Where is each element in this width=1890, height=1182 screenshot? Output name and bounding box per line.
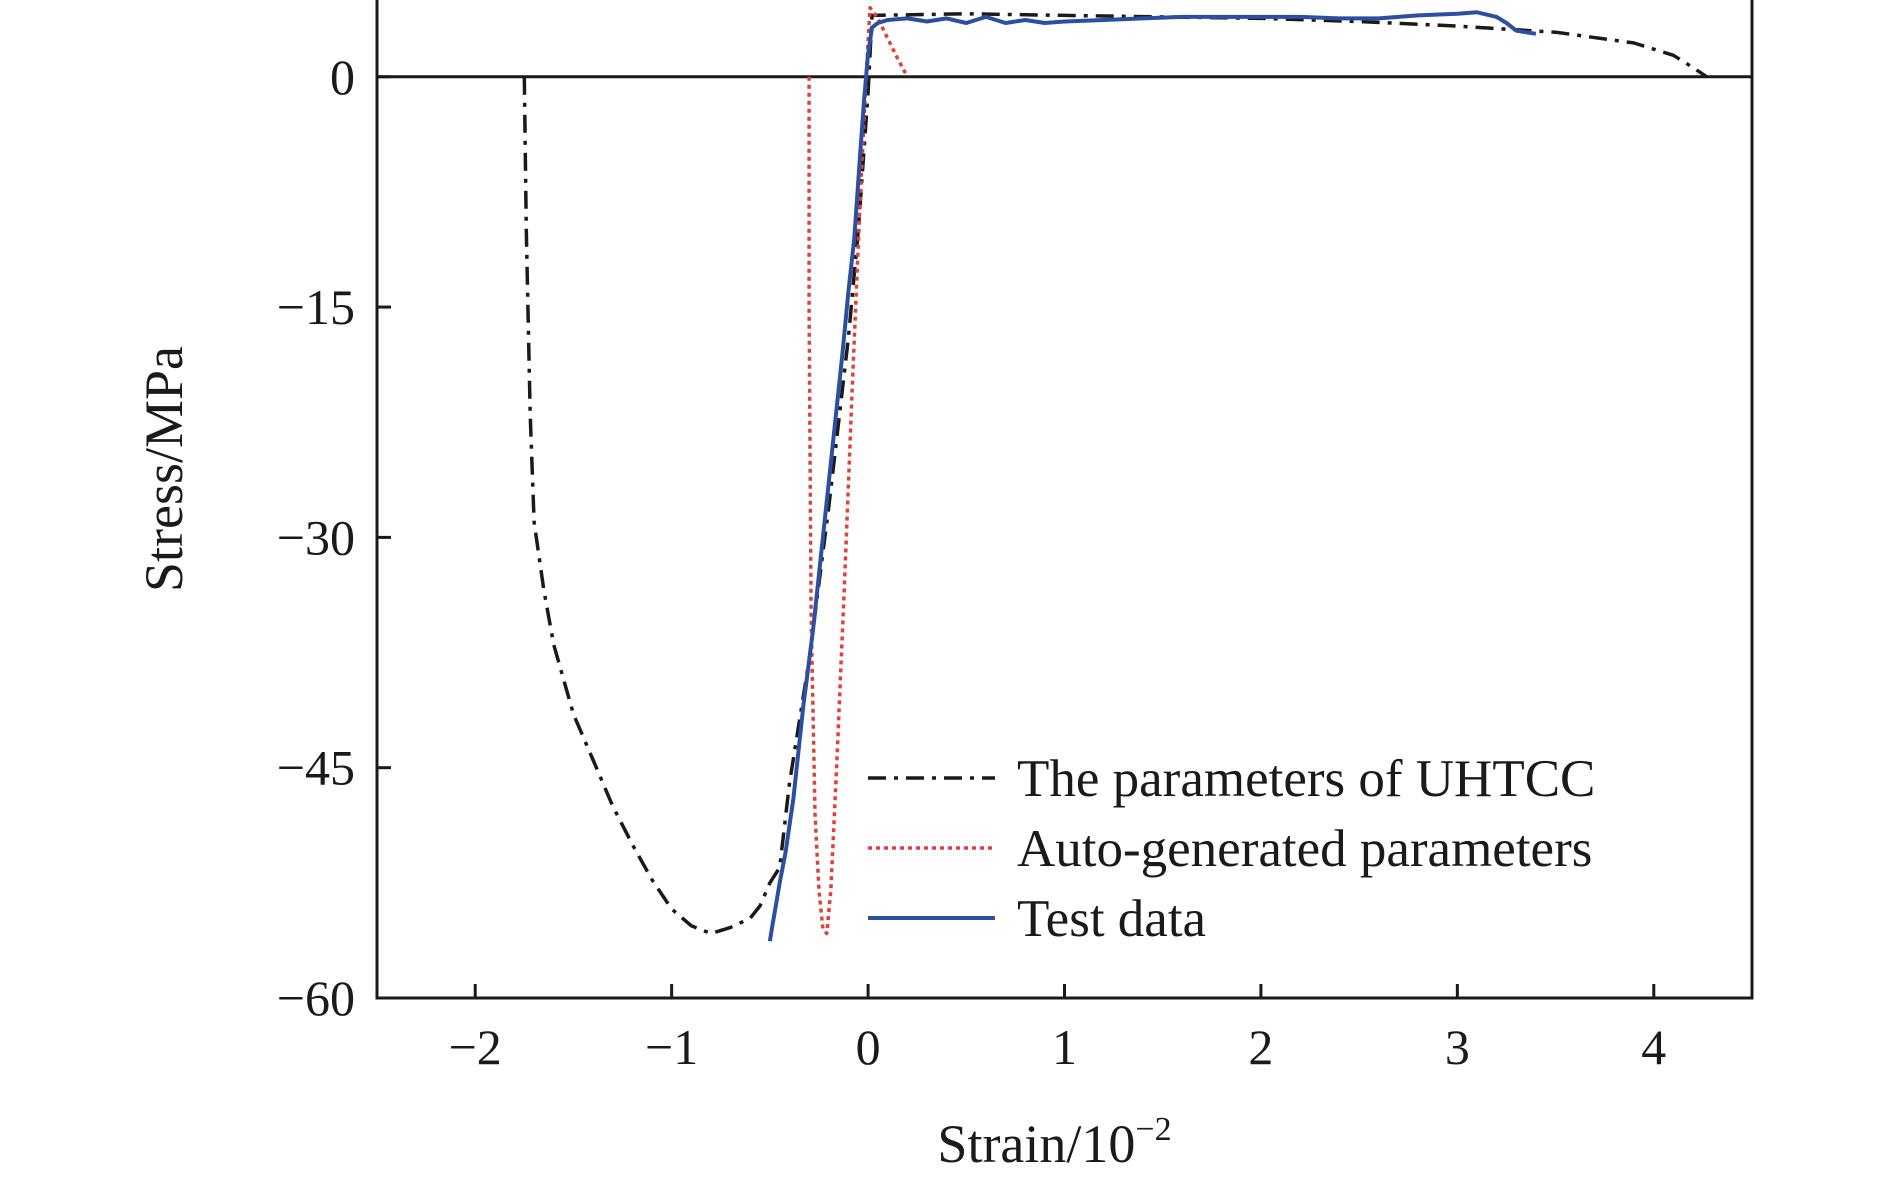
legend-label-1: The parameters of UHTCC bbox=[1017, 750, 1595, 808]
series-line-3 bbox=[767, 10, 1537, 942]
x-tick-label: 0 bbox=[856, 1019, 881, 1075]
series-layer bbox=[522, 5, 1708, 942]
y-tick-label: −60 bbox=[277, 970, 355, 1026]
x-tick-label: 1 bbox=[1052, 1019, 1077, 1075]
x-axis-title: Strain/10−2 bbox=[937, 1111, 1171, 1174]
y-tick-label: 0 bbox=[330, 49, 355, 105]
x-axis-title-exponent: −2 bbox=[1135, 1111, 1171, 1148]
y-tick-label: −30 bbox=[277, 509, 355, 565]
legend-label-3: Test data bbox=[1017, 890, 1206, 948]
x-tick-label: 2 bbox=[1248, 1019, 1273, 1075]
legend: The parameters of UHTCC Auto-generated pa… bbox=[868, 750, 1595, 948]
y-tick-label: −45 bbox=[277, 740, 355, 796]
y-axis-title: Stress/MPa bbox=[134, 346, 194, 592]
x-tick-label: 4 bbox=[1641, 1019, 1666, 1075]
legend-label-2: Auto-generated parameters bbox=[1017, 820, 1592, 878]
x-tick-label: −1 bbox=[645, 1019, 698, 1075]
y-tick-label: −15 bbox=[277, 279, 355, 335]
x-tick-label: −2 bbox=[449, 1019, 502, 1075]
x-axis-ticks: −2 −1 0 1 2 3 4 bbox=[449, 984, 1666, 1075]
series-line-2 bbox=[807, 5, 909, 936]
x-tick-label: 3 bbox=[1445, 1019, 1470, 1075]
y-axis-ticks: −60 −45 −30 −15 0 bbox=[277, 49, 391, 1026]
